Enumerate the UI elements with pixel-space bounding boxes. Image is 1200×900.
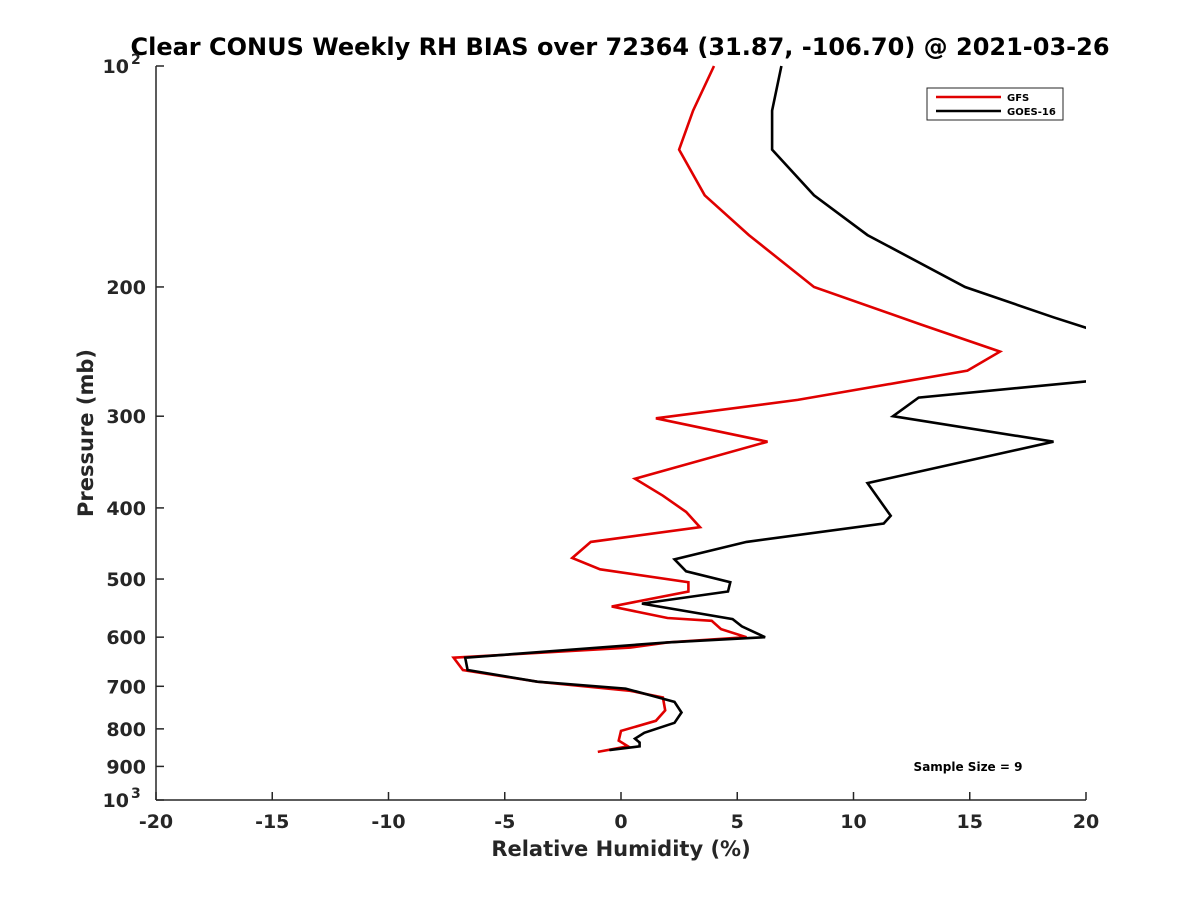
- x-tick-label: 0: [614, 811, 627, 833]
- x-tick-label: 5: [731, 811, 744, 833]
- y-tick-label: 500: [106, 569, 146, 591]
- legend-entry-label: GOES-16: [1007, 107, 1056, 118]
- x-tick-label: -10: [371, 811, 405, 833]
- y-tick-label: 600: [106, 627, 146, 649]
- chart-title: Clear CONUS Weekly RH BIAS over 72364 (3…: [130, 33, 1109, 61]
- y-tick-label: 400: [106, 498, 146, 520]
- x-tick-label: -20: [139, 811, 173, 833]
- x-tick-label: -5: [494, 811, 515, 833]
- sample-size-annotation: Sample Size = 9: [914, 760, 1023, 774]
- series-layer: [451, 65, 1086, 754]
- x-tick-label: 10: [840, 811, 866, 833]
- x-axis-label: Relative Humidity (%): [491, 837, 750, 861]
- y-axis-label: Pressure (mb): [74, 349, 98, 517]
- y-tick-label: 900: [106, 756, 146, 778]
- legend-entry-label: GFS: [1007, 93, 1029, 104]
- x-tick-label: 15: [957, 811, 983, 833]
- x-axis-ticks: -20 -15 -10 -5 0 5 10 15 20: [139, 792, 1099, 833]
- series-line-gfs: [451, 65, 1004, 754]
- y-tick-label: 700: [106, 676, 146, 698]
- x-tick-label: 20: [1073, 811, 1099, 833]
- y-tick-label: 10: [103, 790, 129, 812]
- x-tick-label: -15: [255, 811, 289, 833]
- legend-box: [926, 87, 1064, 121]
- y-tick-label: 800: [106, 719, 146, 741]
- legend: GFS GOES-16: [926, 87, 1064, 121]
- series-line-goes-16: [463, 65, 1086, 752]
- y-tick-label: 300: [106, 406, 146, 428]
- y-tick-label: 200: [106, 277, 146, 299]
- y-tick-exponent: 3: [131, 786, 141, 802]
- y-tick-exponent: 2: [131, 52, 141, 68]
- y-tick-label: 10: [103, 56, 129, 78]
